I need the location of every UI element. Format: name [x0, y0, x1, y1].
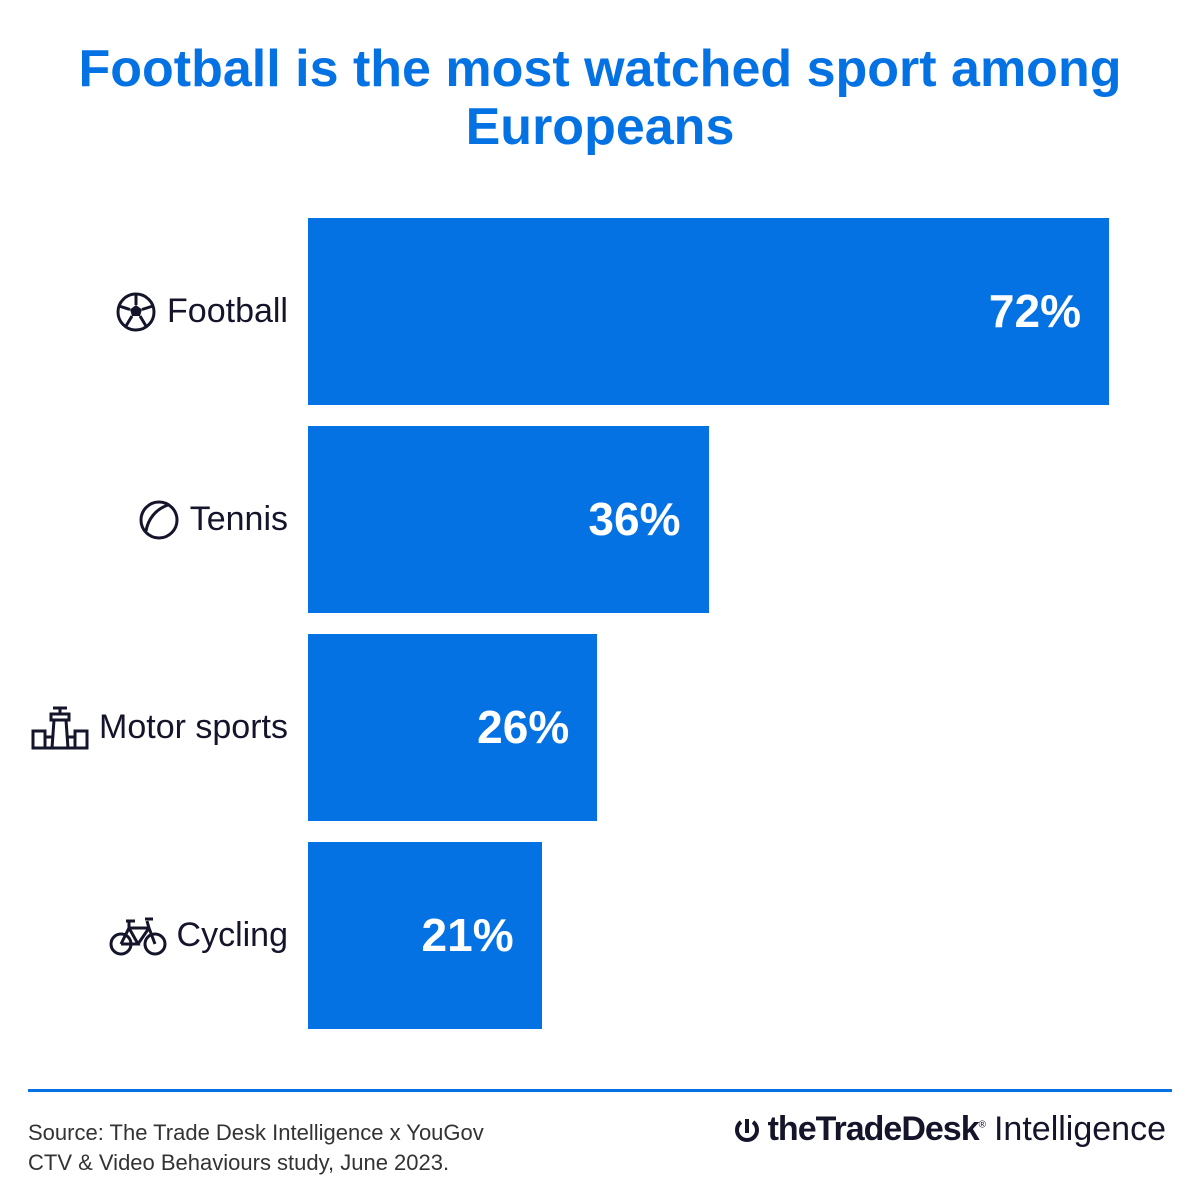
bar-chart: Football 72% Tennis 36% Motor sports 26% Cycli… — [31, 218, 1109, 1029]
data-label: 26% — [477, 701, 570, 753]
data-label: 36% — [588, 493, 681, 545]
divider — [28, 1089, 1172, 1092]
chart-title: Football is the most watched sport among… — [78, 40, 1122, 156]
source-line-1: Source: The Trade Desk Intelligence x Yo… — [28, 1120, 484, 1145]
bar: 72% — [308, 218, 1109, 405]
data-label: 21% — [421, 909, 514, 961]
category-label: Football — [115, 218, 288, 405]
trade-desk-logo-icon — [734, 1118, 759, 1142]
category-text: Motor sports — [99, 708, 288, 746]
registered-mark: ® — [978, 1119, 986, 1131]
logo-brand: theTradeDesk — [767, 1110, 980, 1148]
category-text: Cycling — [176, 916, 288, 954]
football-icon — [115, 291, 157, 333]
bar: 21% — [308, 842, 542, 1029]
logo-suffix: Intelligence — [993, 1110, 1166, 1148]
data-label: 72% — [988, 285, 1081, 337]
category-text: Football — [167, 292, 288, 330]
race-car-icon — [31, 705, 89, 751]
category-label: Cycling — [109, 842, 288, 1029]
bicycle-icon — [109, 915, 167, 957]
category-label: Tennis — [138, 426, 288, 613]
source-note: Source: The Trade Desk Intelligence x Yo… — [28, 1118, 484, 1178]
category-label: Motor sports — [31, 634, 288, 821]
bar: 36% — [308, 426, 709, 613]
source-line-2: CTV & Video Behaviours study, June 2023. — [28, 1150, 450, 1175]
tennis-ball-icon — [138, 499, 180, 541]
category-text: Tennis — [189, 500, 288, 538]
brand-logo: theTradeDesk® Intelligence — [734, 1110, 1166, 1149]
bar: 26% — [308, 634, 598, 821]
